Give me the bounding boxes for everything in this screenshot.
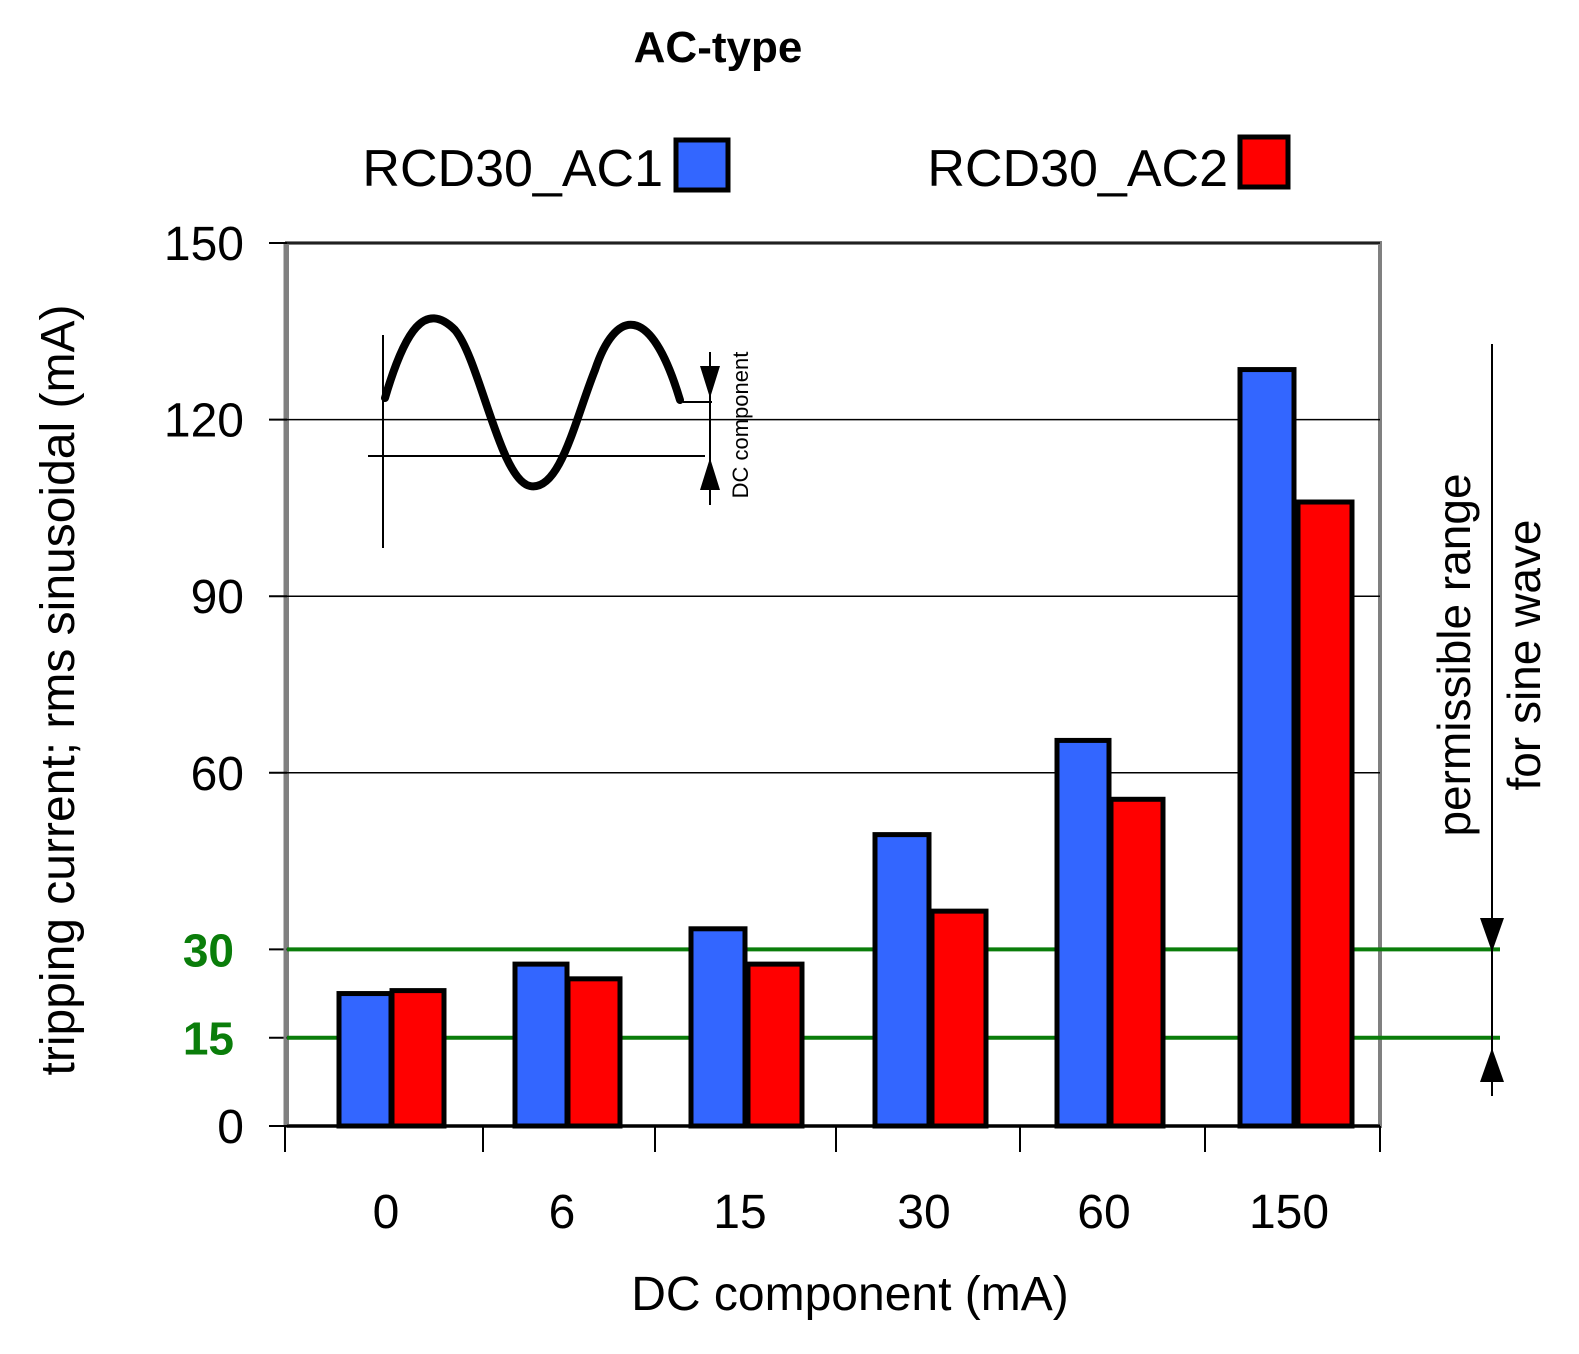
- legend: RCD30_AC1 RCD30_AC2: [362, 134, 1291, 198]
- y-tick-label: 0: [217, 1101, 244, 1154]
- permissible-range-line1: permissible range: [1428, 473, 1480, 836]
- x-tick-label: 15: [713, 1186, 766, 1239]
- permissible-range-line2: for sine wave: [1498, 519, 1550, 790]
- x-axis-label: DC component (mA): [631, 1268, 1068, 1321]
- reference-line-label: 15: [183, 1013, 234, 1065]
- bar-ac2-0: [389, 988, 447, 1129]
- y-tick-label: 150: [164, 218, 244, 271]
- bar-ac1-0: [336, 991, 394, 1129]
- legend-label-ac2: RCD30_AC2: [927, 140, 1228, 198]
- x-tick-label: 0: [373, 1186, 400, 1239]
- x-tick-label: 60: [1077, 1186, 1130, 1239]
- bar-ac2-6: [565, 976, 623, 1129]
- legend-swatch-ac1: [673, 137, 731, 193]
- y-tick-label: 60: [191, 748, 244, 801]
- bar-ac2-150: [1295, 499, 1355, 1129]
- chart-title: AC-type: [634, 23, 803, 72]
- sine-wave-icon: DC component: [368, 314, 753, 548]
- x-tick-label: 150: [1249, 1186, 1329, 1239]
- bar-ac1-60: [1054, 737, 1112, 1129]
- reference-line-label: 30: [183, 924, 234, 976]
- inset-dc-label: DC component: [728, 352, 753, 499]
- bar-ac2-60: [1108, 796, 1166, 1129]
- bar-ac1-15: [688, 926, 748, 1129]
- plot-area: [285, 241, 1382, 1128]
- bar-ac2-15: [745, 961, 805, 1129]
- legend-label-ac1: RCD30_AC1: [362, 140, 663, 198]
- bar-ac1-6: [512, 961, 570, 1129]
- bar-ac1-30: [872, 832, 932, 1129]
- x-tick-label: 30: [897, 1186, 950, 1239]
- legend-swatch-ac2: [1237, 134, 1291, 190]
- bar-ac2-30: [929, 908, 989, 1129]
- y-axis-label: tripping current; rms sinusoidal (mA): [32, 305, 85, 1076]
- y-tick-label: 120: [164, 395, 244, 448]
- y-tick-label: 90: [191, 571, 244, 624]
- x-tick-label: 6: [549, 1186, 576, 1239]
- permissible-range-annotation: permissible range for sine wave: [1428, 344, 1550, 1096]
- bar-ac1-150: [1237, 367, 1297, 1129]
